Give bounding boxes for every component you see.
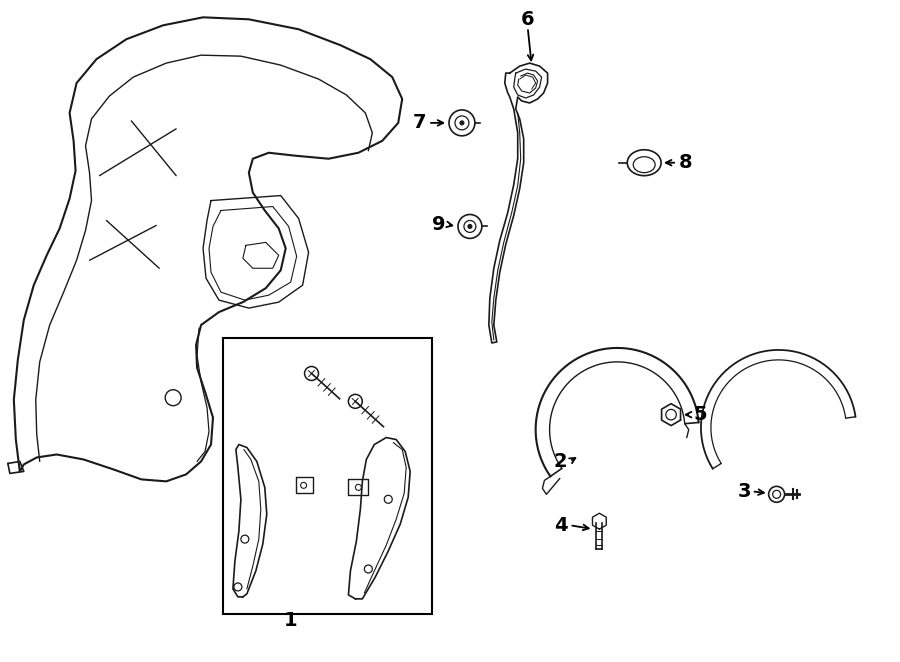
Text: 9: 9 xyxy=(431,215,445,234)
Text: 7: 7 xyxy=(412,113,426,132)
Text: 1: 1 xyxy=(284,611,298,630)
Text: 6: 6 xyxy=(521,10,535,29)
Text: 2: 2 xyxy=(554,452,568,471)
Circle shape xyxy=(468,224,472,228)
Text: 8: 8 xyxy=(679,153,693,172)
Circle shape xyxy=(460,121,464,125)
Text: 5: 5 xyxy=(693,405,706,424)
Bar xyxy=(223,338,432,614)
Text: 3: 3 xyxy=(737,482,751,501)
Text: 4: 4 xyxy=(554,516,568,535)
